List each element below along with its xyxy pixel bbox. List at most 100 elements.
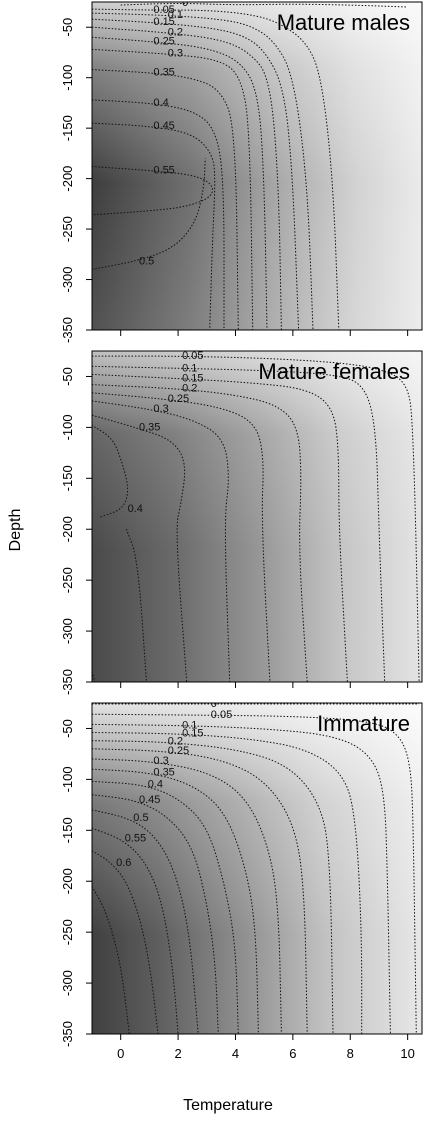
panel-title: Immature bbox=[317, 711, 410, 736]
y-tick-label: -100 bbox=[60, 766, 75, 792]
contour-line-0.35 bbox=[92, 414, 188, 682]
contour-line-0.2 bbox=[92, 740, 334, 1034]
contour-label: 0.3 bbox=[153, 755, 168, 767]
contour-label: 0.45 bbox=[153, 120, 174, 132]
contour-label: 0.1 bbox=[168, 9, 183, 21]
contour-label: 0.2 bbox=[182, 383, 197, 395]
x-tick-label: 0 bbox=[117, 1046, 124, 1061]
contour-line-0.05 bbox=[92, 713, 417, 1034]
contour-line-0.3 bbox=[92, 758, 282, 1034]
y-tick-label: -100 bbox=[60, 65, 75, 91]
contour-label: 0.4 bbox=[148, 779, 163, 791]
y-tick-label: -350 bbox=[60, 1021, 75, 1047]
panel-frame bbox=[91, 1, 423, 331]
y-tick-label: -200 bbox=[60, 516, 75, 542]
y-tick-label: -250 bbox=[60, 216, 75, 242]
contour-label: 0 bbox=[211, 698, 217, 710]
y-tick-label: -100 bbox=[60, 414, 75, 440]
contour-label: 0 bbox=[182, 0, 188, 9]
y-tick-label: -50 bbox=[60, 719, 75, 738]
contour-label: 0.15 bbox=[153, 16, 174, 28]
y-tick-label: -350 bbox=[60, 669, 75, 695]
panels: 00.050.10.150.20.250.30.350.40.450.550.5… bbox=[60, 0, 423, 1061]
panel-title: Mature females bbox=[258, 359, 410, 384]
contour-line-0.1 bbox=[92, 12, 314, 330]
y-tick-label: -250 bbox=[60, 567, 75, 593]
x-tick-label: 4 bbox=[232, 1046, 239, 1061]
contour-label: 0.25 bbox=[153, 35, 174, 47]
contour-lines: 0.050.10.150.20.250.3 0.35 0.4 bbox=[92, 350, 420, 682]
x-tick-label: 8 bbox=[347, 1046, 354, 1061]
y-tick-label: -200 bbox=[60, 868, 75, 894]
panel-2: 0.050.10.150.20.250.3 0.35 0.4 Mature femal… bbox=[60, 350, 423, 695]
contour-lines: 00.05 0.10.150.20.250.30.350.4 0.45 0.5 0.55… bbox=[92, 698, 420, 1034]
contour-label: 0.5 bbox=[139, 255, 154, 267]
y-tick-label: -250 bbox=[60, 919, 75, 945]
panel-shading-overlay bbox=[92, 703, 422, 1034]
panel-1: 0 0.050.10.150.20.250.3 0.35 0.4 0.45 0.55 0.5… bbox=[60, 0, 423, 343]
y-tick-label: -300 bbox=[60, 618, 75, 644]
contour-label: 0.6 bbox=[116, 857, 131, 869]
contour-line-0 bbox=[120, 3, 408, 8]
panel-shading-overlay bbox=[92, 351, 422, 682]
contour-label: 0.05 bbox=[182, 350, 203, 362]
contour-line-0.2 bbox=[92, 384, 308, 682]
contour-line-0.35 bbox=[92, 69, 239, 330]
contour-label: 0.4 bbox=[128, 503, 143, 515]
contour-label: 0.3 bbox=[153, 403, 168, 415]
contour-label: 0.25 bbox=[168, 393, 189, 405]
x-axis-title: Temperature bbox=[183, 1097, 273, 1114]
contour-label: 0.15 bbox=[182, 373, 203, 385]
y-tick-label: -150 bbox=[60, 115, 75, 141]
contour-line-0.15 bbox=[92, 18, 300, 330]
y-tick-label: -300 bbox=[60, 970, 75, 996]
contour-label: 0.35 bbox=[153, 766, 174, 778]
contour-label: 0.15 bbox=[182, 728, 203, 740]
contour-line-0.65 bbox=[92, 886, 130, 1034]
panel-frame bbox=[91, 702, 423, 1035]
y-tick-label: -50 bbox=[60, 367, 75, 386]
contour-line-0.55 bbox=[92, 166, 214, 216]
contour-line-0.2 bbox=[92, 26, 282, 330]
panel-title: Mature males bbox=[277, 10, 410, 35]
y-tick-label: -50 bbox=[60, 18, 75, 37]
contour-line-0.05 bbox=[92, 355, 420, 682]
contour-line-0.3 bbox=[92, 400, 231, 682]
contour-label: 0.35 bbox=[139, 421, 160, 433]
contour-label: 0.4 bbox=[153, 97, 168, 109]
contour-line-0.25 bbox=[92, 748, 308, 1034]
panel-3: 00.050.10.150.20.250.30.350.40.450.50.55… bbox=[60, 698, 423, 1061]
contour-line-0.4 bbox=[92, 99, 225, 330]
panel-frame bbox=[91, 350, 423, 683]
y-tick-label: -200 bbox=[60, 166, 75, 192]
contour-line-0.5 bbox=[92, 809, 199, 1034]
contour-label: 0.55 bbox=[153, 165, 174, 177]
contour-label: 0.45 bbox=[139, 794, 160, 806]
contour-line-0.25 bbox=[92, 36, 268, 330]
contour-line-0.5 bbox=[92, 158, 206, 270]
x-tick-label: 2 bbox=[174, 1046, 181, 1061]
contour-label: 0.35 bbox=[153, 67, 174, 79]
x-tick-label: 10 bbox=[400, 1046, 414, 1061]
contour-line-0.15 bbox=[92, 732, 363, 1034]
y-tick-label: -350 bbox=[60, 317, 75, 343]
y-tick-label: -300 bbox=[60, 266, 75, 292]
contour-line-0.4 bbox=[92, 424, 129, 518]
contour-line-0.1 bbox=[92, 365, 386, 682]
y-tick-label: -150 bbox=[60, 817, 75, 843]
contour-label: 0.1 bbox=[182, 719, 197, 731]
x-tick-label: 6 bbox=[289, 1046, 296, 1061]
contour-label: 0.3 bbox=[168, 48, 183, 60]
y-tick-label: -150 bbox=[60, 465, 75, 491]
contour-label: 0.05 bbox=[211, 709, 232, 721]
contour-label: 0.2 bbox=[168, 26, 183, 38]
contour-label: 0.1 bbox=[182, 362, 197, 374]
contour-label: 0.55 bbox=[125, 833, 146, 845]
contour-line-0.6 bbox=[92, 850, 159, 1034]
contour-label: 0.05 bbox=[153, 4, 174, 16]
contour-lines: 0 0.050.10.150.20.250.3 0.35 0.4 0.45 0.55 0.5 bbox=[92, 0, 408, 330]
contour-label: 0.25 bbox=[168, 745, 189, 757]
contour-line-0.55 bbox=[92, 827, 179, 1034]
